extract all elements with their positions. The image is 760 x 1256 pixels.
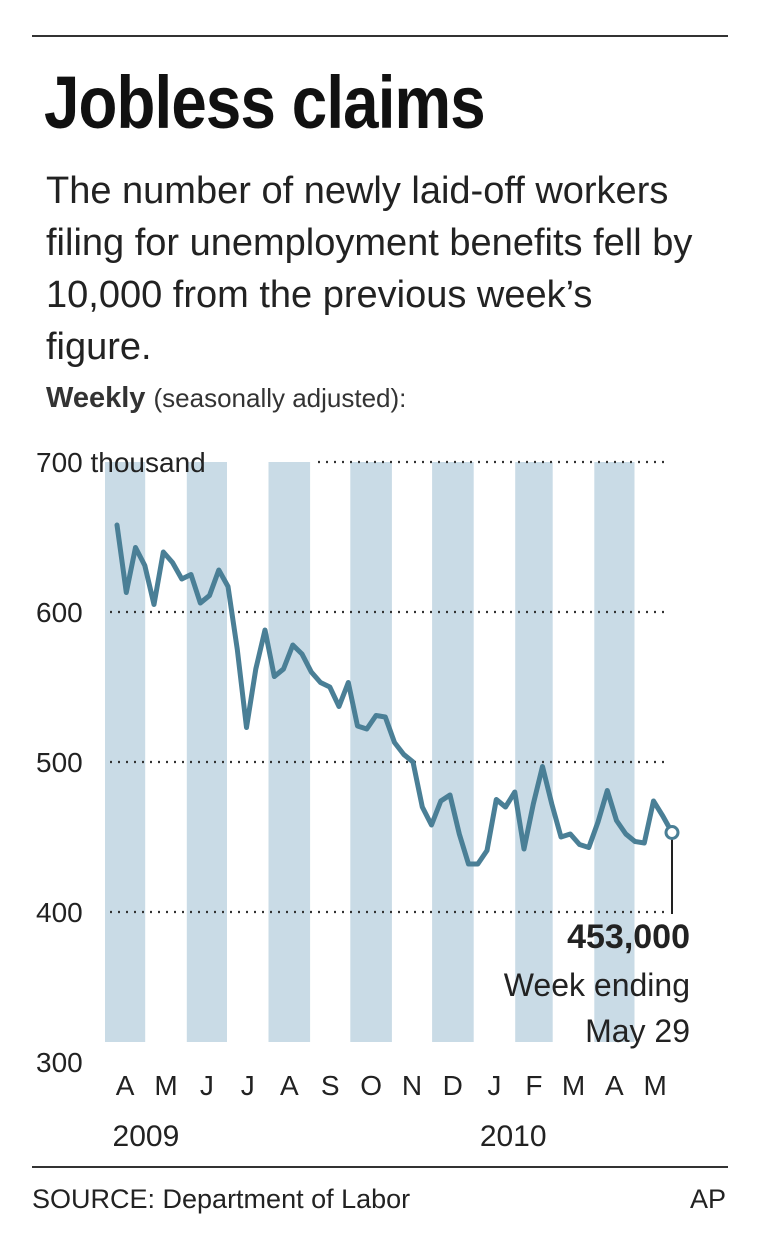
x-year-label: 2010: [480, 1120, 547, 1153]
top-rule: [32, 35, 728, 37]
latest-data-point: [664, 825, 680, 840]
claims-series-line: [114, 522, 675, 867]
callout-line: Week ending: [504, 967, 690, 1003]
source-note: SOURCE: Department of Labor: [32, 1184, 411, 1214]
x-month-label: N: [402, 1070, 422, 1101]
credit-ap: AP: [689, 1184, 726, 1214]
x-month-label: A: [116, 1070, 135, 1101]
chart-subtitle: The number of newly laid-off workers fil…: [46, 170, 693, 368]
y-tick-label: 600: [36, 597, 83, 628]
y-tick-label: 300: [36, 1047, 83, 1078]
month-band: [594, 462, 635, 1042]
y-tick-label: 700 thousand: [36, 447, 206, 478]
x-year-label: 2009: [113, 1120, 180, 1153]
callout-line: May 29: [585, 1013, 690, 1049]
y-tick-label: 500: [36, 747, 83, 778]
chart-title: Jobless claims: [44, 61, 486, 144]
month-bands: [105, 462, 635, 1042]
callout-value: 453,000: [567, 918, 690, 956]
month-band: [350, 462, 392, 1042]
y-axis-ticks: 700 thousand 600 500 400 300: [36, 447, 206, 1078]
x-month-label: F: [525, 1070, 542, 1101]
month-band: [186, 462, 227, 1042]
bottom-rule: [32, 1166, 728, 1168]
x-axis-year-labels: 2009 2010: [113, 1120, 547, 1153]
x-month-label: M: [562, 1070, 585, 1101]
month-band: [432, 462, 474, 1042]
month-band: [268, 462, 311, 1042]
x-month-label: J: [487, 1070, 501, 1101]
weekly-label: Weekly (seasonally adjusted):: [46, 382, 406, 415]
x-month-label: M: [154, 1070, 177, 1101]
callout-text: Week ending May 29: [504, 967, 690, 1049]
x-month-label: A: [605, 1070, 624, 1101]
x-month-label: S: [321, 1070, 340, 1101]
x-month-label: A: [280, 1070, 299, 1101]
gridlines: [110, 460, 670, 914]
x-month-label: M: [644, 1070, 667, 1101]
x-month-label: O: [360, 1070, 382, 1101]
y-tick-label: 400: [36, 897, 83, 928]
month-band: [515, 462, 553, 1042]
x-month-label: D: [443, 1070, 463, 1101]
weekly-label-paren: (seasonally adjusted):: [153, 383, 407, 413]
month-band: [105, 462, 146, 1042]
x-month-label: J: [241, 1070, 255, 1101]
weekly-label-bold: Weekly: [46, 382, 146, 414]
x-month-label: J: [200, 1070, 214, 1101]
